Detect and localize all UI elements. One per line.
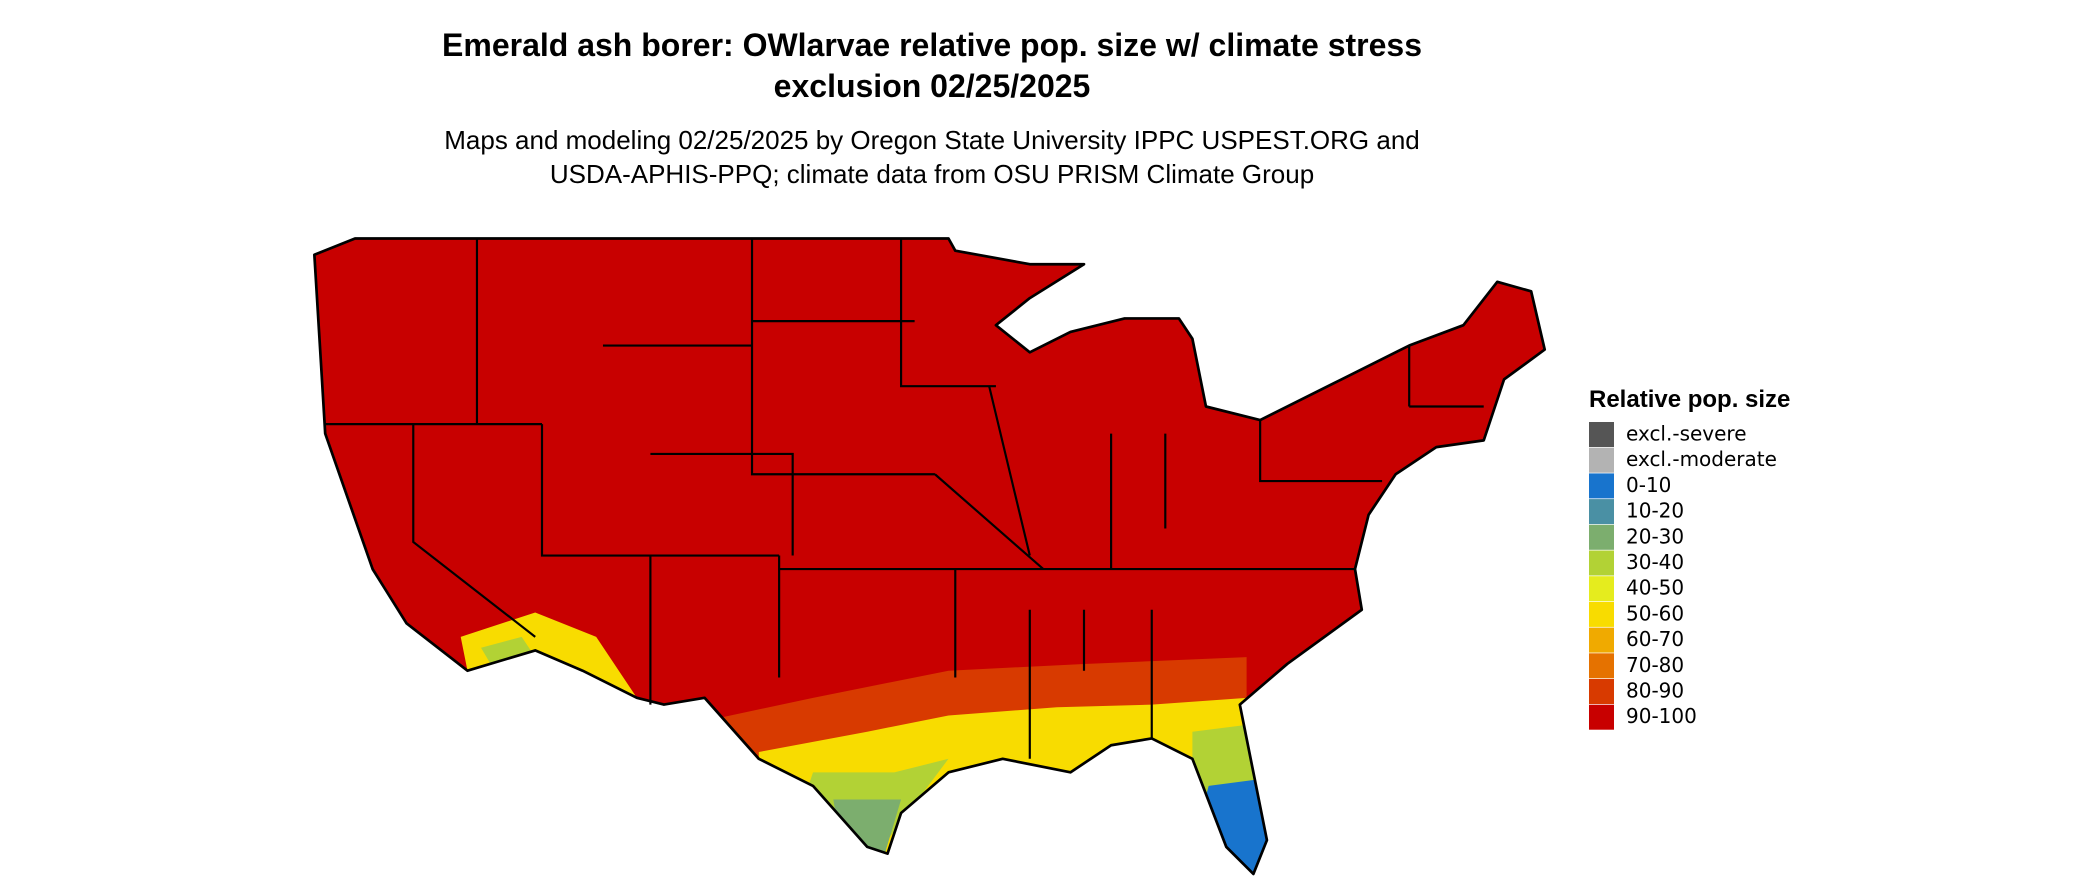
legend-label: 50-60 <box>1626 601 1684 625</box>
legend-swatch <box>1589 422 1614 447</box>
legend-swatch <box>1589 473 1614 499</box>
region-fill <box>1203 779 1274 874</box>
legend-swatch <box>1589 601 1614 627</box>
legend-label: 80-90 <box>1626 679 1684 703</box>
legend-swatch <box>1589 524 1614 550</box>
state-borders <box>325 238 1484 759</box>
legend-title: Relative pop. size <box>1589 386 1790 413</box>
legend-swatch <box>1589 576 1614 602</box>
region-fill <box>314 238 1545 874</box>
us-outline <box>313 237 1547 876</box>
legend: excl.-severeexcl.-moderate0-1010-2020-30… <box>1589 422 1777 730</box>
title: exclusion 02/25/2025 <box>774 68 1091 104</box>
legend-label: 60-70 <box>1626 627 1684 651</box>
region-fill <box>833 799 902 868</box>
legend-swatch <box>1589 704 1614 730</box>
subtitle: USDA-APHIS-PPQ; climate data from OSU PR… <box>550 159 1314 189</box>
legend-label: excl.-moderate <box>1626 447 1777 471</box>
subtitle: Maps and modeling 02/25/2025 by Oregon S… <box>444 125 1420 155</box>
legend-label: 30-40 <box>1626 550 1684 574</box>
legend-swatch <box>1589 653 1614 679</box>
legend-swatch <box>1589 627 1614 653</box>
legend-label: 70-80 <box>1626 653 1684 677</box>
legend-swatch <box>1589 550 1614 576</box>
legend-swatch <box>1589 679 1614 704</box>
us-map <box>313 237 1547 876</box>
legend-label: 0-10 <box>1626 473 1671 497</box>
legend-swatch <box>1589 447 1614 473</box>
legend-label: 20-30 <box>1626 524 1684 548</box>
legend-label: 90-100 <box>1626 704 1697 728</box>
title: Emerald ash borer: OWlarvae relative pop… <box>442 27 1422 63</box>
legend-label: 10-20 <box>1626 499 1684 523</box>
legend-label: excl.-severe <box>1626 422 1747 446</box>
legend-swatch <box>1589 499 1614 525</box>
legend-label: 40-50 <box>1626 576 1684 600</box>
